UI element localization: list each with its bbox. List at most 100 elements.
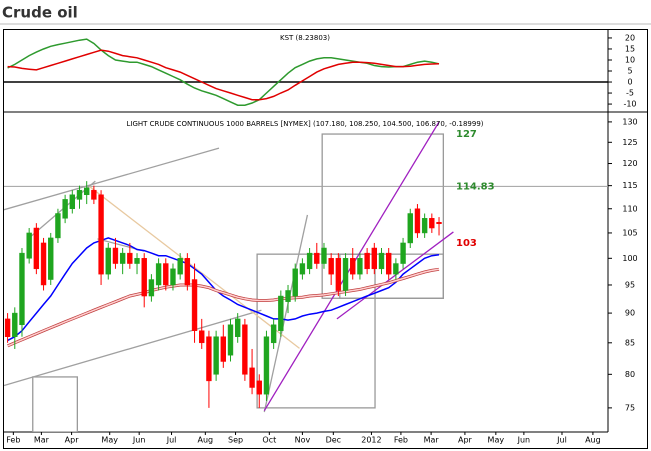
x-tick-label: Apr xyxy=(458,436,473,445)
candle-body xyxy=(299,263,306,275)
x-tick-label: Sep xyxy=(228,436,243,445)
candle-body xyxy=(400,242,406,264)
y-tick-label: 130 xyxy=(622,117,637,126)
candle-body xyxy=(350,258,356,275)
candle-body xyxy=(184,258,191,286)
x-tick-label: Feb xyxy=(6,436,20,445)
x-tick-label: Jul xyxy=(166,436,177,445)
candle-body xyxy=(48,237,54,280)
candle-body xyxy=(436,222,442,225)
x-tick-label: Nov xyxy=(295,436,311,445)
candle-body xyxy=(206,336,212,382)
y-tick-label: 5 xyxy=(627,67,632,76)
y-tick-label: 100 xyxy=(622,254,637,263)
y-tick-label: 115 xyxy=(622,181,637,190)
candle-body xyxy=(19,252,25,326)
price-panel xyxy=(4,121,608,432)
candle-body xyxy=(141,258,147,297)
candle-body xyxy=(385,252,392,275)
x-tick-label: Dec xyxy=(326,436,341,445)
candle-body xyxy=(314,252,320,264)
y-tick-label: 90 xyxy=(625,309,635,318)
candle-body xyxy=(306,252,313,270)
candle-body xyxy=(292,268,298,297)
candle-body xyxy=(357,258,363,275)
candle-body xyxy=(105,247,111,275)
x-tick-label: Feb xyxy=(394,436,408,445)
y-tick-label: 80 xyxy=(625,370,635,379)
candle-body xyxy=(414,208,421,234)
candle-body xyxy=(112,247,119,264)
candle-body xyxy=(256,380,262,395)
axes: 20151050-5-10130125120115110105100959085… xyxy=(6,33,637,444)
x-tick-label: Jul xyxy=(556,436,567,445)
candle-body xyxy=(12,312,18,337)
candle-body xyxy=(148,279,155,297)
y-tick-label: 10 xyxy=(625,55,635,64)
candle-body xyxy=(127,252,133,264)
y-tick-label: 95 xyxy=(625,280,635,289)
candle-body xyxy=(227,324,234,356)
candle-body xyxy=(321,247,327,264)
x-tick-label: Oct xyxy=(262,436,276,445)
trendline xyxy=(4,309,262,387)
candle-body xyxy=(220,336,227,362)
candle-body xyxy=(98,194,104,275)
candle-body xyxy=(199,330,205,344)
candle-body xyxy=(40,242,47,286)
candle-body xyxy=(55,213,61,239)
y-tick-label: 75 xyxy=(625,403,635,412)
candle-body xyxy=(4,318,11,337)
candle-body xyxy=(328,258,334,275)
candle-body xyxy=(69,194,76,210)
page-title: Crude oil xyxy=(2,4,78,22)
x-tick-label: Jun xyxy=(132,436,146,445)
x-tick-label: Jun xyxy=(517,436,531,445)
trendline xyxy=(4,147,220,211)
candle-body xyxy=(26,232,32,259)
candle-body xyxy=(342,258,349,291)
candle-body xyxy=(335,258,342,291)
candle-body xyxy=(407,213,413,244)
y-tick-label: 125 xyxy=(622,138,637,147)
candle-body xyxy=(421,218,428,234)
candle-body xyxy=(62,199,68,219)
y-tick-label: 105 xyxy=(622,228,637,237)
series-line xyxy=(7,49,440,101)
candle-body xyxy=(33,227,40,270)
y-tick-label: 20 xyxy=(625,33,635,42)
candle-body xyxy=(371,247,378,270)
x-tick-label: Aug xyxy=(585,436,601,445)
candle-body xyxy=(119,252,126,264)
candle-body xyxy=(263,336,270,395)
candle-body xyxy=(242,324,248,375)
candle-body xyxy=(285,290,291,302)
candle-body xyxy=(213,336,219,375)
y-tick-label: 0 xyxy=(627,78,632,87)
x-tick-label: Apr xyxy=(65,436,80,445)
candle-body xyxy=(393,263,399,275)
candle-body xyxy=(234,318,241,337)
candle-body xyxy=(155,263,162,286)
x-tick-label: May xyxy=(101,436,118,445)
kst-title: KST (8.23803) xyxy=(280,34,330,42)
annotation: 103 xyxy=(456,238,477,249)
kst-panel xyxy=(4,38,608,106)
trendline xyxy=(336,231,454,320)
candle-body xyxy=(278,295,284,331)
x-tick-label: Aug xyxy=(198,436,214,445)
series-line xyxy=(7,268,440,347)
trendline xyxy=(263,214,309,413)
candle-body xyxy=(163,263,169,286)
candle-body xyxy=(177,258,183,275)
y-tick-label: 15 xyxy=(625,44,635,53)
y-tick-label: -5 xyxy=(626,89,634,98)
candle-body xyxy=(134,258,140,264)
candle-body xyxy=(83,187,90,196)
x-tick-label: Mar xyxy=(424,436,440,445)
x-tick-label: Mar xyxy=(34,436,50,445)
annotation: 127 xyxy=(456,129,477,140)
y-tick-label: 85 xyxy=(625,338,635,347)
